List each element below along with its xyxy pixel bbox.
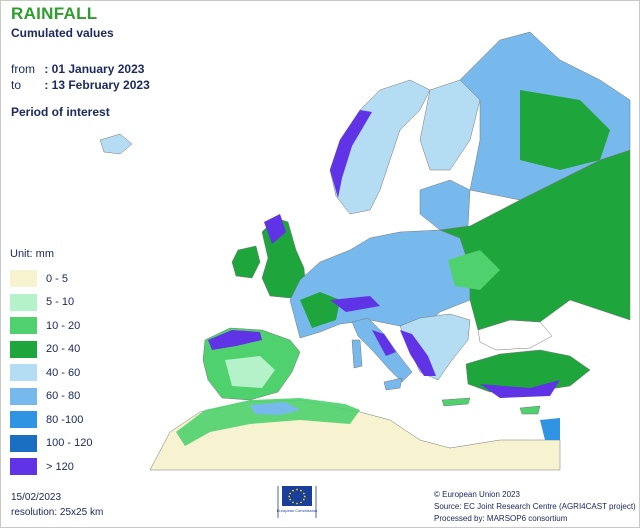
legend-item: 0 - 5 (10, 267, 92, 291)
norway-coast-rain (330, 110, 372, 198)
legend-item: > 120 (10, 455, 92, 479)
legend-label: 40 - 60 (46, 366, 81, 379)
legend-item: 10 - 20 (10, 314, 92, 338)
italy-rain (372, 330, 396, 356)
legend-label: 100 - 120 (46, 437, 93, 450)
legend-swatch (10, 387, 37, 405)
legend-swatch (10, 364, 37, 382)
finland (419, 79, 481, 171)
baltics (419, 179, 471, 231)
legend-label: > 120 (46, 460, 74, 473)
north-africa-coast-green (176, 398, 360, 446)
italy (351, 317, 413, 383)
from-label: from (11, 62, 35, 76)
from-value: : 01 January 2023 (44, 62, 145, 76)
atlas-blue (250, 402, 300, 415)
corsica-sardinia (351, 339, 363, 369)
alps-rain (330, 296, 380, 312)
cyprus (519, 405, 541, 415)
legend: Unit: mm 0 - 5 5 - 10 10 - 20 20 - 40 40 - 6… (10, 248, 92, 479)
legend-item: 60 - 80 (10, 385, 92, 409)
legend-swatch (10, 458, 37, 476)
russia-green (520, 90, 610, 170)
legend-swatch (10, 434, 37, 452)
period-of-interest: Period of interest (11, 105, 110, 119)
legend-rows: 0 - 5 5 - 10 10 - 20 20 - 40 40 - 60 60 - 80 8… (10, 267, 92, 479)
ireland (231, 245, 261, 279)
to-value: : 13 February 2023 (44, 78, 150, 92)
legend-swatch (10, 411, 37, 429)
legend-unit: Unit: mm (10, 248, 54, 260)
crete (441, 397, 471, 407)
ukraine-light (448, 250, 500, 290)
to-label: to (11, 78, 22, 92)
copyright: © European Union 2023 (434, 490, 520, 499)
legend-swatch (10, 293, 37, 311)
map-subtitle: Cumulated values (11, 26, 114, 40)
france-green (300, 292, 340, 328)
legend-item: 100 - 120 (10, 432, 92, 456)
iceland (99, 133, 133, 155)
middle-east-rain (540, 418, 560, 440)
scandinavia (329, 79, 431, 215)
map-date: 15/02/2023 (11, 492, 62, 503)
legend-label: 0 - 5 (46, 272, 69, 285)
source: Source: EC Joint Research Centre (AGRI4C… (434, 502, 636, 511)
legend-item: 40 - 60 (10, 361, 92, 385)
processed-by: Processed by: MARSOP6 consortium (434, 514, 568, 523)
period-to: to : 13 February 2023 (11, 78, 150, 92)
scotland-rain (264, 214, 286, 244)
turkey-south-rain (480, 380, 560, 398)
legend-label: 60 - 80 (46, 390, 81, 403)
map-resolution: resolution: 25x25 km (11, 507, 104, 518)
legend-item: 20 - 40 (10, 338, 92, 362)
legend-label: 10 - 20 (46, 319, 81, 332)
sicily (383, 377, 403, 391)
legend-item: 5 - 10 (10, 291, 92, 315)
legend-item: 80 -100 (10, 408, 92, 432)
legend-swatch (10, 270, 37, 288)
european-commission-logo: European Commission (277, 486, 317, 518)
map-title: RAINFALL (11, 4, 98, 23)
legend-swatch (10, 340, 37, 358)
balkans-coast-rain (400, 330, 436, 376)
iberia-center (225, 356, 275, 388)
legend-label: 20 - 40 (46, 343, 81, 356)
legend-swatch (10, 317, 37, 335)
legend-label: 80 -100 (46, 413, 84, 426)
iberia-north-rain (208, 330, 262, 350)
legend-label: 5 - 10 (46, 296, 75, 309)
period-from: from : 01 January 2023 (11, 62, 144, 76)
svg-text:European Commission: European Commission (277, 508, 317, 513)
